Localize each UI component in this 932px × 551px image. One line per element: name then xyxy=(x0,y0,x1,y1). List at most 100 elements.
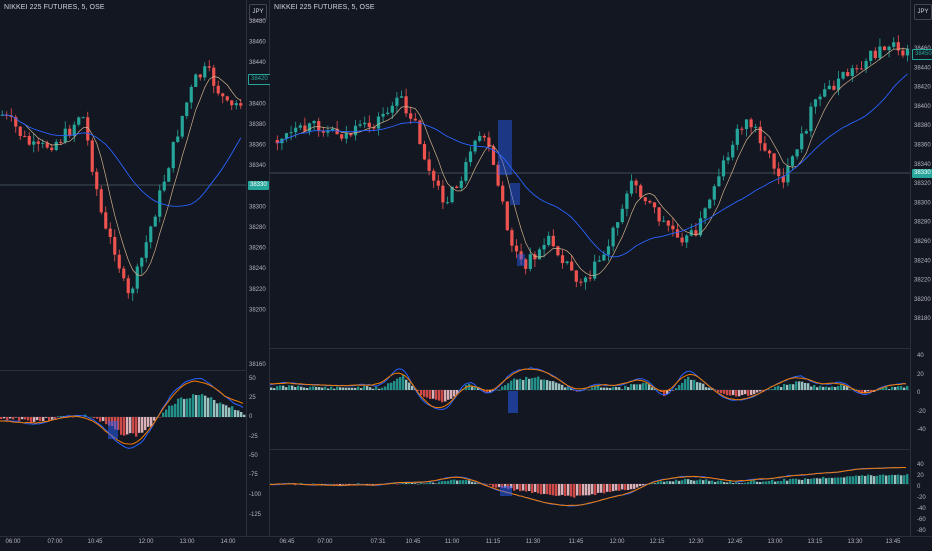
right-price-axis[interactable]: JPY 384603844038420384003838038360383403… xyxy=(910,0,932,536)
left-candle-body xyxy=(221,93,225,97)
right-candle-body xyxy=(505,201,509,231)
right-candle-body xyxy=(892,42,896,47)
right-candle-body xyxy=(855,68,859,70)
right-osc2-histogram-bar xyxy=(534,484,537,493)
left-osc-histogram-bar xyxy=(60,416,63,417)
left-osc-histogram-bar xyxy=(177,398,180,417)
left-oscillator[interactable] xyxy=(0,371,246,536)
right-osc1-histogram-bar xyxy=(639,384,642,390)
right-osc1-histogram-bar xyxy=(390,382,393,390)
right-candle-body xyxy=(666,220,670,226)
right-osc1-histogram-bar xyxy=(696,382,699,390)
left-oscillator-pane[interactable] xyxy=(0,371,247,536)
right-oscillator-2[interactable] xyxy=(270,450,910,536)
right-osc2-histogram-bar xyxy=(753,480,756,484)
right-osc2-histogram-bar xyxy=(828,477,831,484)
right-osc1-histogram-bar xyxy=(297,385,300,390)
right-osc2-histogram-bar xyxy=(459,480,462,484)
right-osc2-histogram-bar xyxy=(777,481,780,484)
right-osc1-histogram-bar xyxy=(282,385,285,390)
left-osc-histogram-bar xyxy=(213,400,216,417)
left-currency-button[interactable]: JPY xyxy=(249,4,267,20)
right-chart[interactable]: NIKKEI 225 FUTURES, 5, OSE xyxy=(270,0,910,349)
left-osc-histogram-bar xyxy=(183,399,186,417)
right-osc1-histogram-bar xyxy=(285,387,288,390)
left-osc-histogram-bar xyxy=(15,417,18,418)
right-osc1-histogram-bar xyxy=(846,385,849,390)
right-osc1-histogram-bar xyxy=(615,387,618,390)
time-axis[interactable]: 06:00 07:00 10:45 12:00 13:00 14:00 06:45 07:00… xyxy=(0,536,932,551)
right-osc1-histogram-bar xyxy=(420,390,423,396)
right-osc2-histogram-bar xyxy=(324,484,327,485)
left-osc-histogram-bar xyxy=(186,398,189,417)
right-osc1-histogram-bar xyxy=(474,386,477,390)
right-candle-body xyxy=(749,119,753,128)
right-osc1-histogram-bar xyxy=(633,384,636,390)
left-candle-body xyxy=(149,226,153,243)
right-osc2-histogram-bar xyxy=(366,484,369,485)
right-osc1-histogram-bar xyxy=(792,384,795,390)
right-osc2-histogram-bar xyxy=(492,484,495,488)
right-candle-body xyxy=(744,119,749,130)
right-osc1-histogram-bar xyxy=(867,390,870,392)
left-osc-histogram-bar xyxy=(51,417,54,420)
right-osc2-signal-orange-line xyxy=(270,467,906,507)
left-price-tick-6: 38360 xyxy=(249,143,266,149)
right-candle-body xyxy=(804,131,808,134)
right-candle-body xyxy=(298,125,302,128)
right-oscillator-2-pane[interactable] xyxy=(270,450,910,536)
right-osc2-histogram-bar xyxy=(876,475,879,484)
right-time-label: 06:45 xyxy=(279,539,295,545)
right-osc2-histogram-bar xyxy=(555,484,558,497)
right-candle-body xyxy=(694,230,698,236)
left-candles[interactable] xyxy=(0,0,246,370)
right-osc2-histogram-bar xyxy=(795,478,798,484)
right-oscillator-1[interactable] xyxy=(270,349,910,449)
right-osc1-histogram-bar xyxy=(498,389,501,391)
left-candle-body xyxy=(36,141,40,144)
right-osc2-histogram-bar xyxy=(798,479,801,484)
left-osc-histogram-bar xyxy=(45,417,48,418)
right-osc1-histogram-bar xyxy=(486,390,489,393)
left-osc-histogram-bar xyxy=(102,417,105,422)
right-osc1-histogram-bar xyxy=(729,390,732,396)
right-osc2-histogram-bar xyxy=(738,483,741,484)
right-osc2-histogram-bar xyxy=(891,474,894,484)
left-osc-histogram-bar xyxy=(237,410,240,417)
right-osc2-histogram-bar xyxy=(720,480,723,484)
right-oscillator-1-pane[interactable] xyxy=(270,349,910,450)
right-candle-body xyxy=(275,140,279,144)
left-osc-histogram-bar xyxy=(210,397,213,417)
right-osc1-histogram-bar xyxy=(549,381,552,390)
right-price-tick-13: 38200 xyxy=(914,297,931,303)
right-osc1-histogram-bar xyxy=(621,389,624,390)
right-osc1-histogram-bar xyxy=(363,385,366,390)
left-osc-histogram-bar xyxy=(27,417,30,421)
right-highlight-box-2 xyxy=(510,183,520,205)
center-price-axis[interactable]: JPY 38480 38460 38440 38420 38400 38380 38360 3… xyxy=(247,0,271,536)
left-chart[interactable]: NIKKEI 225 FUTURES, 5, OSE xyxy=(0,0,247,371)
left-candle-body xyxy=(216,85,220,94)
right-osc1-histogram-bar xyxy=(687,376,690,390)
right-osc1-signal-orange-line xyxy=(270,368,907,409)
right-osc1-histogram-bar xyxy=(705,387,708,390)
right-osc1-histogram-bar xyxy=(408,382,411,390)
right-osc1-histogram-bar xyxy=(834,386,837,390)
left-osc-histogram-bar xyxy=(0,417,3,420)
right-osc2-histogram-bar xyxy=(708,480,711,484)
right-osc2-histogram-bar xyxy=(888,475,891,484)
right-osc2-histogram-bar xyxy=(570,484,573,497)
right-osc2-histogram-bar xyxy=(564,484,567,497)
right-candle-body xyxy=(731,144,735,158)
right-osc1-histogram-bar xyxy=(294,387,297,390)
right-candles[interactable] xyxy=(270,0,910,348)
right-osc2-histogram-bar xyxy=(453,479,456,484)
right-osc1-histogram-bar xyxy=(789,383,792,390)
left-candle-body xyxy=(239,103,243,106)
left-candle-body xyxy=(185,102,189,116)
left-osc-histogram-bar xyxy=(231,406,234,417)
right-osc2-histogram-bar xyxy=(654,483,657,484)
right-osc1-histogram-bar xyxy=(321,387,324,390)
left-osc-highlight-box xyxy=(108,421,118,439)
right-osc2-histogram-bar xyxy=(627,484,630,490)
